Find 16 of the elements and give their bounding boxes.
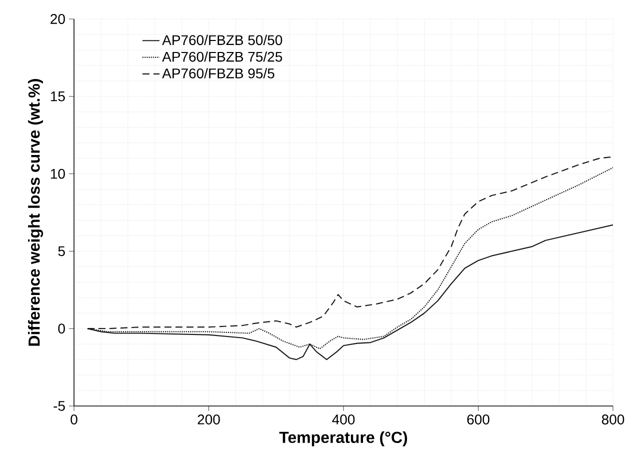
legend-label: AP760/FBZB 95/5 xyxy=(162,68,274,78)
legend-label: AP760/FBZB 75/25 xyxy=(162,51,282,62)
x-tick-label: 0 xyxy=(70,414,78,424)
y-tick-label: 10 xyxy=(50,168,65,179)
x-axis-title: Temperature (°C) xyxy=(279,431,408,446)
y-tick-label: 5 xyxy=(58,246,65,256)
x-tick-label: 600 xyxy=(467,414,490,424)
x-tick-label: 800 xyxy=(602,414,624,424)
legend-label: AP760/FBZB 50/50 xyxy=(162,34,282,46)
y-tick-label: -5 xyxy=(54,401,65,411)
y-tick-label: 15 xyxy=(50,92,65,102)
y-tick-label: 0 xyxy=(58,324,65,334)
x-tick-label: 400 xyxy=(332,414,355,424)
y-axis-title: Difference weight loss curve (wt.%) xyxy=(28,79,44,346)
x-tick-label: 200 xyxy=(198,414,220,424)
y-tick-label: 20 xyxy=(50,14,65,24)
